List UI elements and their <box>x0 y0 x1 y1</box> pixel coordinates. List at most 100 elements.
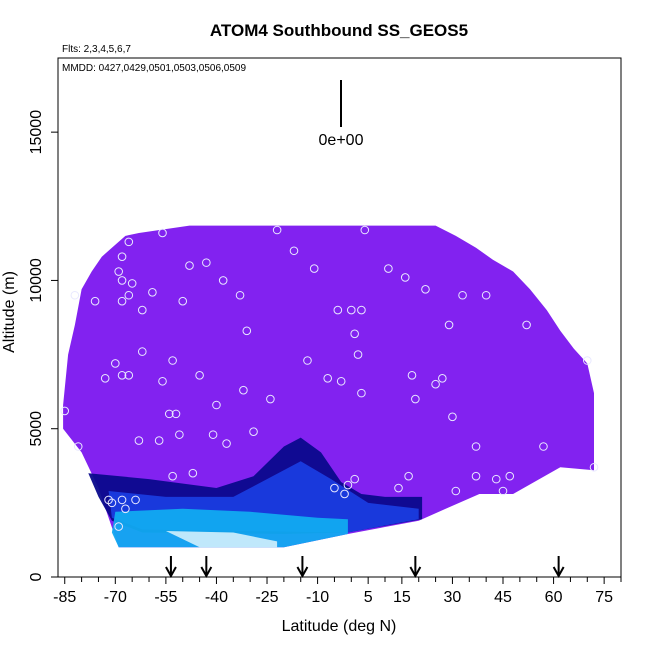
observation-point <box>124 290 134 300</box>
observation-point <box>171 409 181 419</box>
observation-point <box>471 471 481 481</box>
observation-point <box>249 427 258 436</box>
x-tick-label: 60 <box>545 589 563 606</box>
plot-area <box>60 225 599 548</box>
observation-point <box>522 320 531 330</box>
observation-point <box>73 442 83 451</box>
observation-point <box>60 406 70 416</box>
observation-point <box>353 350 363 359</box>
observation-point <box>411 394 420 404</box>
observation-point <box>164 409 174 419</box>
field-envelope <box>63 225 595 548</box>
observation-point <box>185 261 194 270</box>
observation-point <box>266 394 275 404</box>
observation-point <box>498 486 508 496</box>
observation-point <box>539 442 548 451</box>
x-tick-label: -55 <box>154 589 177 606</box>
observation-point <box>137 347 147 356</box>
y-tick-label: 15000 <box>28 110 45 155</box>
observation-point <box>360 225 370 235</box>
observation-point <box>195 371 204 380</box>
observation-point <box>505 471 515 481</box>
observation-point <box>330 483 339 493</box>
flight-arrow <box>165 556 177 579</box>
observation-point <box>154 436 164 445</box>
observation-point <box>158 376 167 386</box>
observation-point <box>178 296 188 306</box>
flight-arrow-head <box>200 566 213 579</box>
observation-point <box>121 504 130 514</box>
observation-point <box>127 279 137 288</box>
observation-point <box>303 356 312 365</box>
scale-marker-label: 0e+00 <box>319 132 364 149</box>
observation-point <box>421 285 430 294</box>
observation-point <box>582 356 592 365</box>
observation-point <box>343 480 353 490</box>
y-tick-label: 5000 <box>28 411 45 447</box>
observation-point <box>407 371 417 380</box>
observation-point <box>242 326 252 336</box>
observation-point <box>384 264 393 273</box>
x-tick-label: 15 <box>393 589 411 606</box>
flight-arrow-head <box>552 566 565 579</box>
observation-point <box>175 430 184 439</box>
observation-point <box>235 290 245 300</box>
observation-point <box>117 276 127 285</box>
observation-point <box>124 371 134 380</box>
observation-point <box>491 474 501 484</box>
flight-arrow <box>552 556 565 579</box>
observation-point <box>117 296 127 306</box>
observation-point <box>111 359 120 368</box>
observation-point <box>239 385 248 395</box>
observation-point <box>188 468 198 478</box>
observation-point <box>208 430 218 439</box>
observation-point <box>589 462 599 472</box>
observation-point <box>323 373 333 383</box>
observation-point <box>346 305 356 315</box>
chart-title: ATOM4 Southbound SS_GEOS5 <box>210 21 468 40</box>
x-tick-label: -40 <box>205 589 228 606</box>
observation-point <box>336 376 346 386</box>
observation-point <box>448 412 457 422</box>
observation-point <box>218 276 228 285</box>
observation-point <box>117 252 127 262</box>
observation-point <box>481 290 491 300</box>
y-tick-label: 10000 <box>28 258 45 303</box>
flight-arrow <box>200 556 213 579</box>
observation-point <box>357 305 366 315</box>
observation-point <box>333 305 343 315</box>
flight-arrows <box>165 556 565 579</box>
observation-point <box>117 495 127 505</box>
concentration-field <box>63 225 595 548</box>
x-tick-label: -25 <box>255 589 278 606</box>
x-axis: -85 -70 -55 -40 -25 -10 5 15 30 45 60 75 <box>53 577 622 606</box>
flight-arrow <box>296 556 309 579</box>
observation-point <box>444 320 454 330</box>
x-tick-label: 45 <box>494 589 512 606</box>
dates-note: MMDD: 0427,0429,0501,0503,0506,0509 <box>62 63 246 74</box>
observation-point <box>202 258 211 267</box>
x-tick-label: 75 <box>595 589 613 606</box>
flight-arrow-head <box>409 566 422 579</box>
observation-point <box>309 264 319 273</box>
observation-point <box>70 290 80 300</box>
flights-note: Flts: 2,3,4,5,6,7 <box>62 44 131 55</box>
y-axis: 0 5000 10000 15000 <box>28 110 58 581</box>
observation-point <box>458 290 467 300</box>
observation-point <box>438 373 447 383</box>
flight-arrow <box>409 556 422 579</box>
observation-point <box>168 471 177 481</box>
x-axis-title: Latitude (deg N) <box>282 618 397 635</box>
x-tick-label: 5 <box>364 589 373 606</box>
x-tick-label: -70 <box>104 589 127 606</box>
observation-point <box>357 388 366 398</box>
observation-point <box>350 474 359 484</box>
observation-point <box>404 471 413 481</box>
observation-point <box>107 498 117 508</box>
band-pale-cyan <box>165 531 278 548</box>
observation-points <box>60 225 599 531</box>
observation-point <box>131 495 140 505</box>
x-tick-label: -85 <box>53 589 76 606</box>
observation-point <box>471 442 481 451</box>
